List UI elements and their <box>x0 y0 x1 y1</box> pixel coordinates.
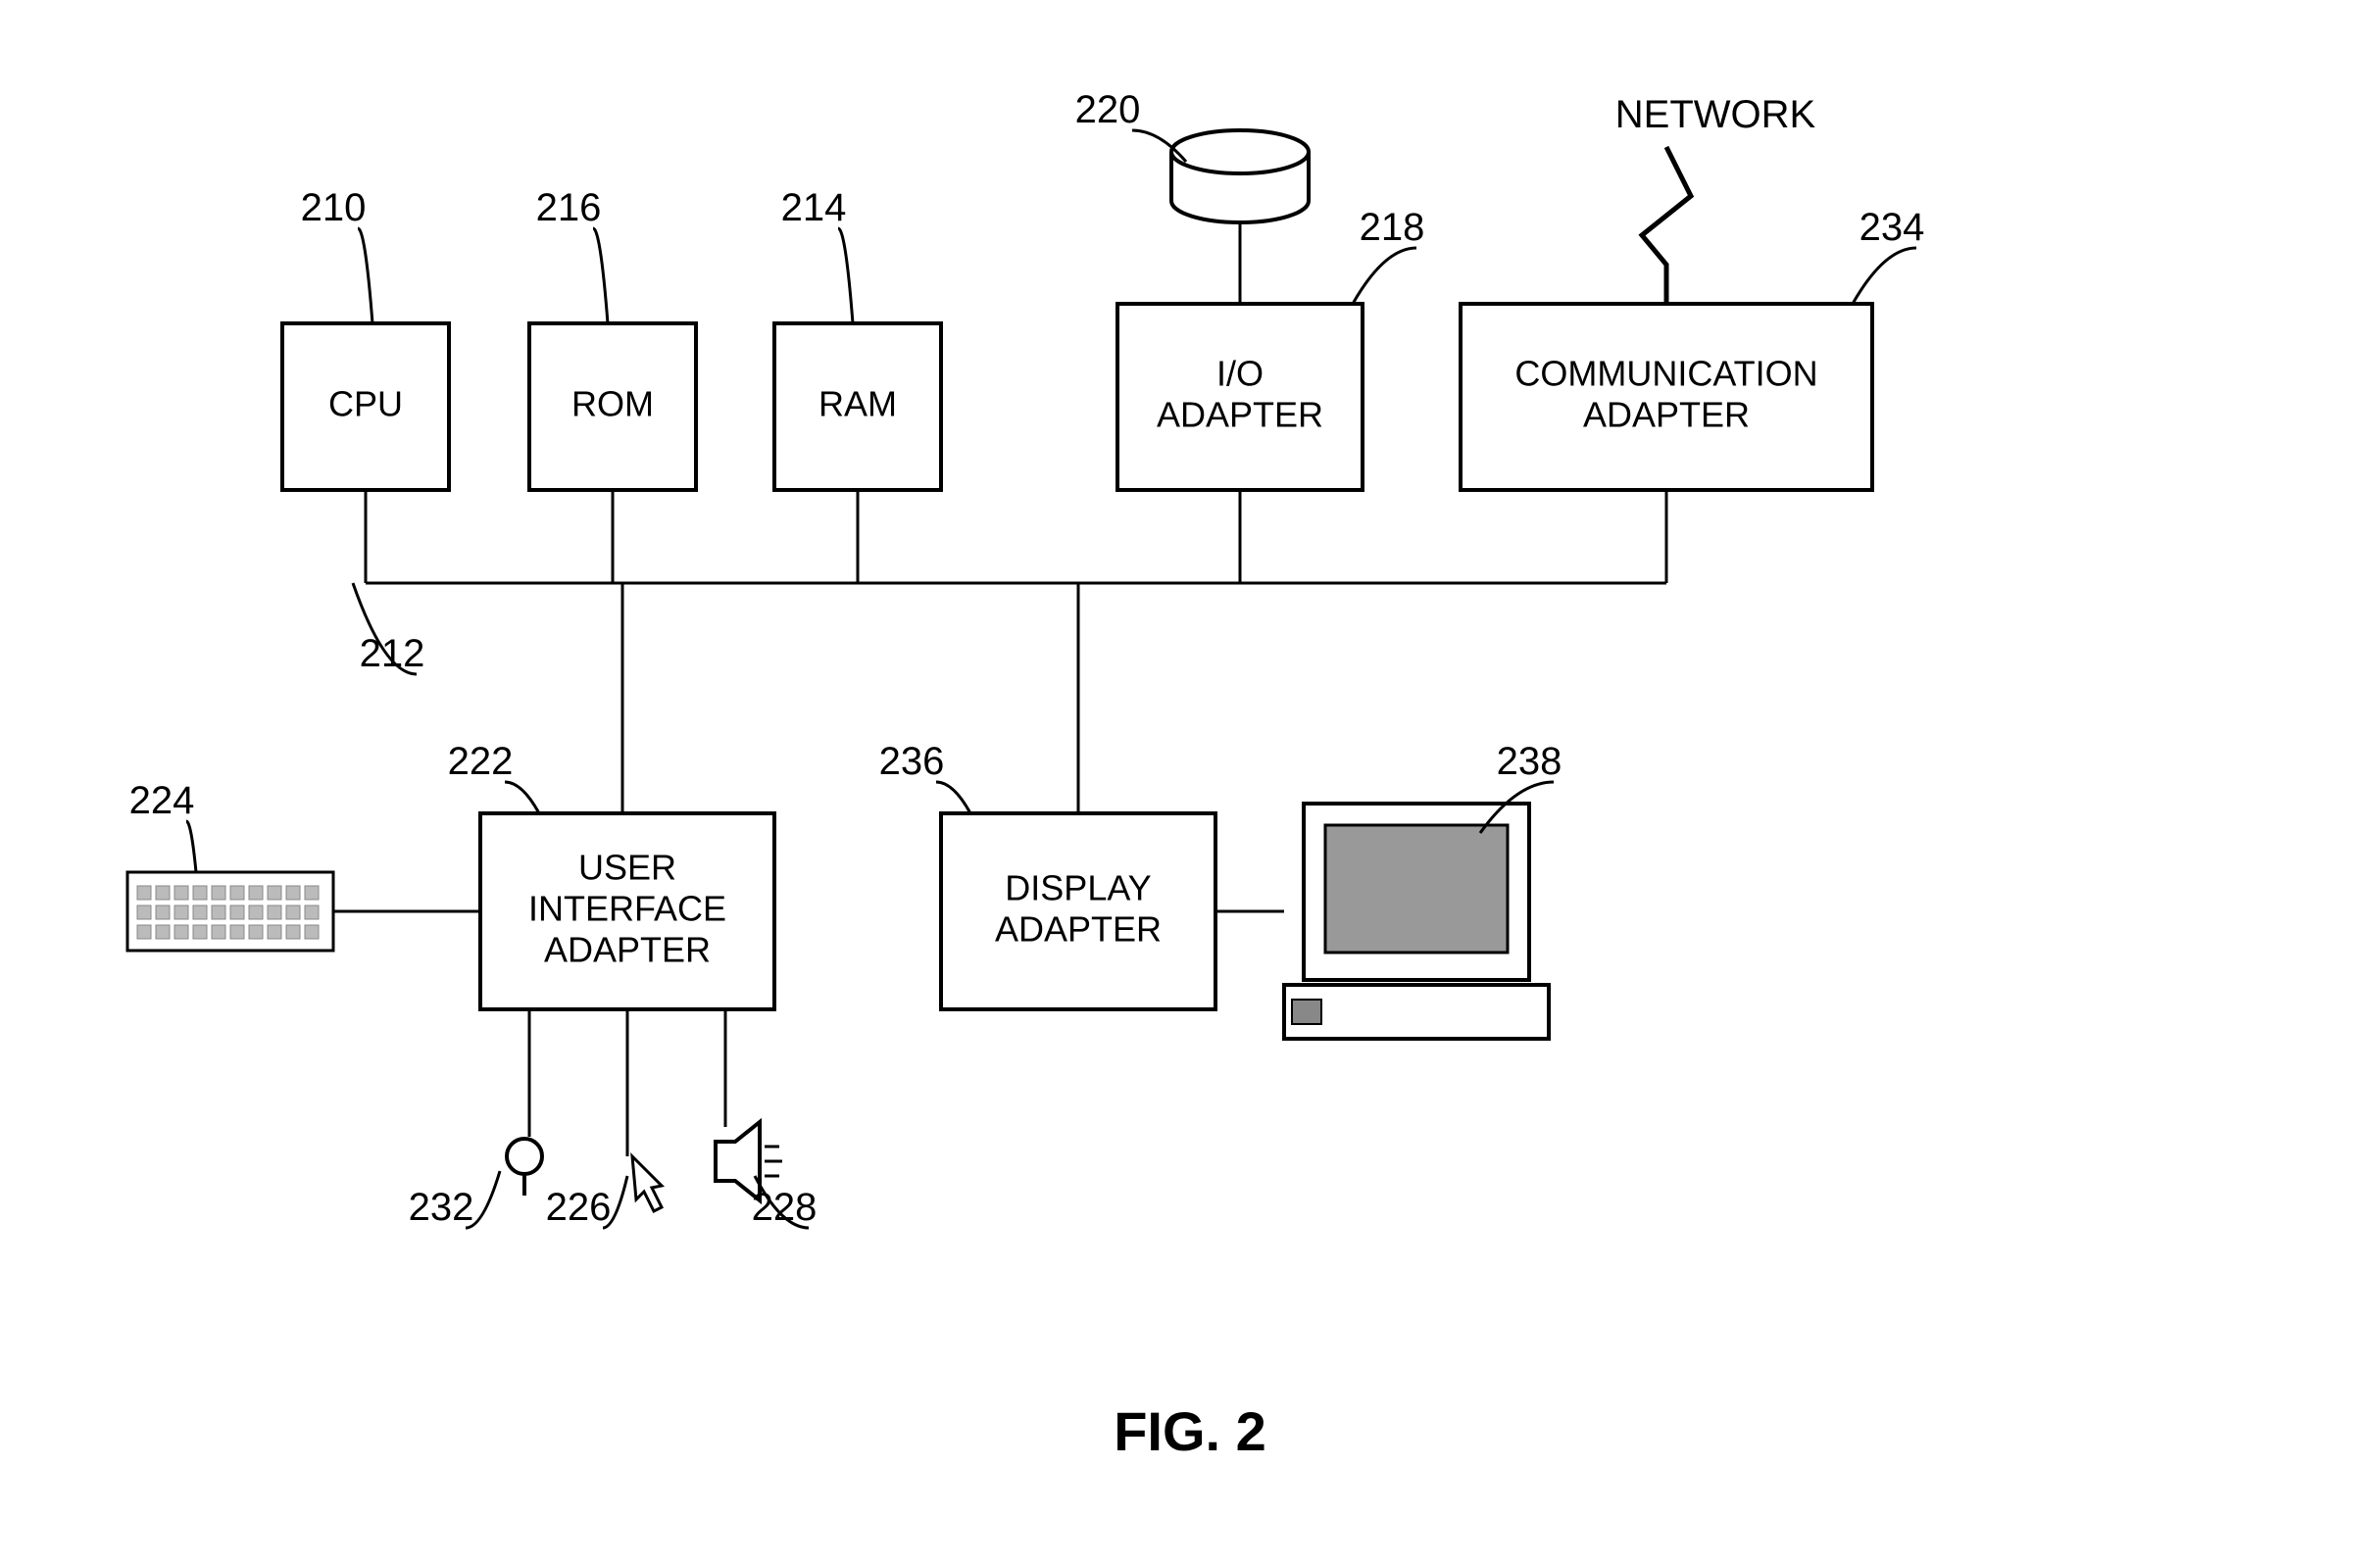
uia-label: INTERFACE <box>528 889 726 929</box>
ref-num-comm: 234 <box>1859 206 1925 249</box>
cpu-label: CPU <box>328 384 403 424</box>
ref-num-mouse: 226 <box>546 1186 612 1229</box>
ref-num-mic: 232 <box>409 1186 474 1229</box>
ref-io: 218 <box>1353 206 1424 304</box>
uia-box: USERINTERFACEADAPTER <box>480 813 774 1009</box>
ref-bus: 212 <box>353 583 424 675</box>
ref-rom: 216 <box>536 186 608 323</box>
comm-label: ADAPTER <box>1583 395 1750 435</box>
ref-num-disp: 236 <box>879 740 945 783</box>
storage-icon <box>1171 130 1309 304</box>
ref-num-spk: 228 <box>752 1186 818 1229</box>
network-label: NETWORK <box>1615 93 1816 136</box>
rom-box: ROM <box>529 323 696 490</box>
ref-cpu: 210 <box>301 186 372 323</box>
ref-disp: 236 <box>879 740 970 813</box>
comm-label: COMMUNICATION <box>1514 354 1817 394</box>
computer-icon <box>1215 804 1549 1039</box>
uia-label: USER <box>578 848 676 888</box>
comm-box: COMMUNICATIONADAPTER <box>1461 304 1872 490</box>
disp-label: DISPLAY <box>1005 868 1151 908</box>
uia-label: ADAPTER <box>544 930 711 970</box>
ref-num-kbd: 224 <box>129 779 195 822</box>
microphone-icon <box>507 1139 542 1196</box>
ref-kbd: 224 <box>129 779 196 872</box>
cursor-icon <box>632 1156 662 1211</box>
network-icon <box>1642 147 1691 304</box>
ram-label: RAM <box>818 384 897 424</box>
rom-label: ROM <box>571 384 654 424</box>
disp-label: ADAPTER <box>995 909 1162 950</box>
keyboard-icon <box>127 872 480 951</box>
ref-mouse: 226 <box>546 1176 627 1229</box>
io-label: ADAPTER <box>1157 395 1323 435</box>
ref-comm: 234 <box>1853 206 1924 304</box>
ref-num-mon: 238 <box>1497 740 1562 783</box>
io-label: I/O <box>1216 354 1264 394</box>
ref-mic: 232 <box>409 1171 500 1229</box>
ref-num-cpu: 210 <box>301 186 367 229</box>
io-box: I/OADAPTER <box>1117 304 1363 490</box>
ref-disk: 220 <box>1075 88 1186 162</box>
ram-box: RAM <box>774 323 941 490</box>
block-diagram: CPUROMRAMI/OADAPTERCOMMUNICATIONADAPTERU… <box>0 0 2380 1564</box>
cpu-box: CPU <box>282 323 449 490</box>
disp-box: DISPLAYADAPTER <box>941 813 1215 1009</box>
figure-label: FIG. 2 <box>1114 1400 1266 1462</box>
ref-num-disk: 220 <box>1075 88 1141 131</box>
ref-ram: 214 <box>781 186 853 323</box>
ref-num-rom: 216 <box>536 186 602 229</box>
ref-num-uia: 222 <box>448 740 514 783</box>
ref-uia: 222 <box>448 740 539 813</box>
ref-num-io: 218 <box>1360 206 1425 249</box>
ref-num-bus: 212 <box>360 632 425 675</box>
ref-num-ram: 214 <box>781 186 847 229</box>
